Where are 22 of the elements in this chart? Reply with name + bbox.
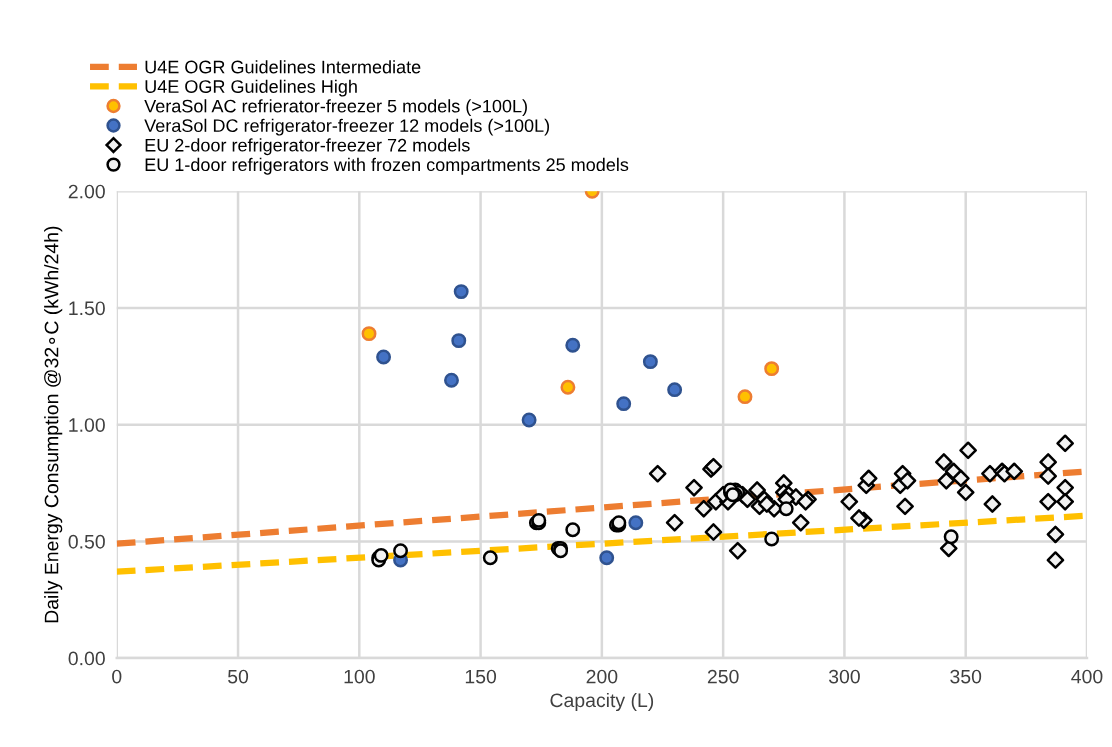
x-axis-title: Capacity (L) (550, 692, 654, 712)
x-tick-label: 300 (828, 669, 860, 684)
legend-label: U4E OGR Guidelines Intermediate (145, 60, 421, 74)
legend-label: U4E OGR Guidelines High (145, 79, 357, 97)
x-tick-label: 150 (465, 669, 497, 684)
x-tick-label: 400 (1071, 669, 1103, 684)
y-tick-label: 1.00 (69, 418, 105, 432)
x-tick-label: 100 (344, 669, 375, 684)
legend-label: VeraSol DC refrigerator-freezer 12 models (>100L) (144, 118, 550, 136)
y-tick-label: 2.00 (68, 184, 105, 199)
legend-label: VeraSol AC refrierator-freezer 5 models (>100L) (144, 99, 527, 117)
y-tick-label: 1.50 (69, 301, 105, 316)
legend-label: EU 1-door refrigerators with frozen compartments 25 models (145, 157, 629, 175)
y-tick-label: 0.00 (68, 651, 105, 666)
x-tick-label: 0 (112, 669, 122, 684)
x-tick-label: 50 (228, 669, 249, 684)
x-tick-label: 250 (707, 669, 739, 684)
x-tick-label: 200 (586, 669, 618, 684)
x-tick-label: 350 (950, 669, 982, 684)
legend-label: EU 2-door refrigerator-freezer 72 models (145, 138, 470, 156)
y-tick-label: 0.50 (68, 534, 105, 549)
y-axis-title: Daily Energy Consumption @32∘C (kWh/24h) (44, 226, 63, 623)
